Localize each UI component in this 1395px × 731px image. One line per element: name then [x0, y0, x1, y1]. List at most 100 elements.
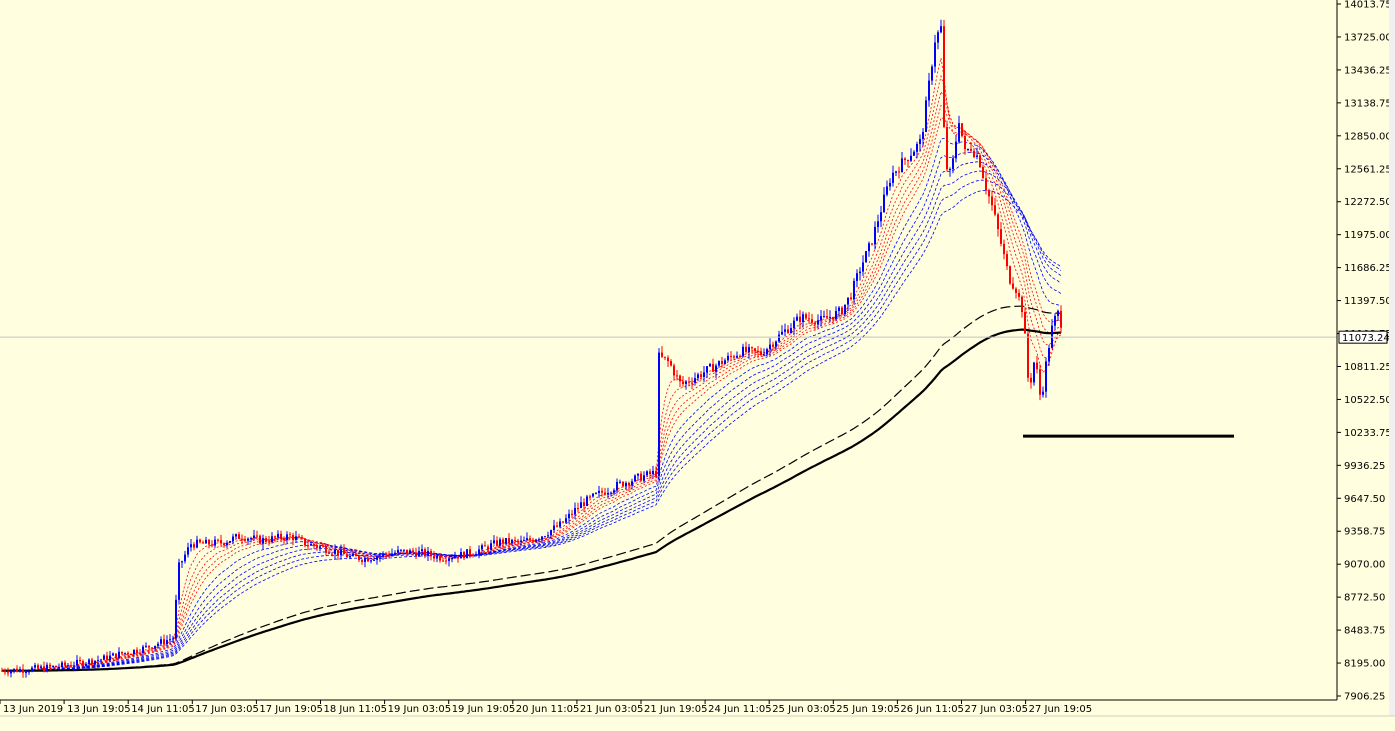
candle-body	[442, 560, 444, 562]
candle-body	[478, 549, 480, 555]
candle-body	[124, 652, 126, 654]
candle-body	[778, 334, 780, 342]
candle-body	[643, 475, 645, 481]
candle-body	[109, 655, 111, 661]
candle-body	[832, 316, 834, 320]
candle-body	[346, 554, 348, 558]
slow-moving-average-line	[2, 170, 1062, 672]
candle-body	[238, 534, 240, 539]
candle-body	[958, 123, 960, 142]
candle-body	[325, 546, 327, 553]
slow-moving-average-line	[1, 152, 1062, 672]
candle-body	[136, 649, 138, 653]
candle-body	[460, 552, 462, 559]
x-axis-tick-label: 27 Jun 03:05	[965, 704, 1029, 715]
candle-body	[139, 652, 141, 654]
candle-body	[169, 639, 171, 641]
candle-body	[10, 670, 12, 674]
candle-body	[298, 536, 300, 538]
slow-moving-average-line	[1, 137, 1062, 672]
candle-body	[256, 535, 258, 537]
candle-body	[1033, 362, 1035, 383]
candle-body	[655, 470, 657, 476]
candle-body	[673, 365, 675, 376]
candle-body	[118, 651, 120, 659]
candle-body	[766, 349, 768, 355]
candle-body	[253, 535, 255, 539]
candle-body	[412, 550, 414, 553]
candle-body	[385, 553, 387, 555]
candle-body	[151, 647, 153, 649]
candle-body	[670, 361, 672, 366]
candle-body	[547, 535, 549, 537]
candle-body	[622, 481, 624, 487]
candle-body	[1030, 377, 1032, 383]
candle-body	[802, 314, 804, 323]
candle-body	[925, 100, 927, 132]
candle-body	[454, 556, 456, 559]
candle-body	[871, 243, 873, 245]
candle-body	[352, 553, 354, 556]
candle-body	[244, 539, 246, 541]
candle-body	[706, 366, 708, 373]
candle-body	[898, 171, 900, 173]
candle-body	[520, 540, 522, 542]
candle-body	[1027, 333, 1029, 378]
candle-body	[532, 539, 534, 542]
y-axis-tick-label: 8195.00	[1344, 659, 1385, 670]
candle-body	[784, 329, 786, 332]
candle-body	[811, 319, 813, 323]
candle-body	[13, 668, 15, 671]
candle-body	[1021, 296, 1023, 313]
candle-body	[883, 194, 885, 213]
candle-body	[85, 663, 87, 666]
candle-body	[529, 538, 531, 540]
candle-body	[382, 553, 384, 556]
y-axis-tick-label: 8483.75	[1344, 626, 1385, 637]
candle-body	[28, 671, 30, 673]
candle-body	[445, 560, 447, 562]
y-axis-tick-label: 10233.75	[1344, 428, 1392, 439]
candle-body	[295, 536, 297, 540]
candle-body	[961, 123, 963, 137]
candle-body	[493, 540, 495, 544]
candle-body	[271, 536, 273, 543]
candle-body	[25, 672, 27, 674]
candle-body	[694, 378, 696, 383]
y-axis-tick-label: 9936.25	[1344, 461, 1385, 472]
candle-body	[364, 558, 366, 562]
candle-body	[985, 178, 987, 191]
candle-body	[919, 139, 921, 144]
y-axis-tick-label: 13436.25	[1344, 65, 1392, 76]
candle-body	[517, 540, 519, 542]
candle-body	[79, 659, 81, 662]
candle-body	[247, 538, 249, 541]
right-scroll-area[interactable]	[1389, 0, 1395, 731]
candle-body	[214, 539, 216, 546]
candle-body	[556, 525, 558, 527]
candle-body	[994, 205, 996, 215]
candle-body	[952, 158, 954, 169]
candle-body	[805, 314, 807, 319]
candle-body	[664, 356, 666, 358]
candle-body	[553, 525, 555, 531]
candle-body	[769, 344, 771, 350]
candle-body	[469, 549, 471, 555]
candle-body	[913, 151, 915, 156]
candle-body	[55, 665, 57, 668]
candle-body	[841, 307, 843, 315]
candle-body	[1006, 254, 1008, 267]
candle-body	[127, 652, 129, 655]
candle-body	[397, 549, 399, 553]
candle-body	[310, 543, 312, 546]
candle-body	[628, 482, 630, 486]
candle-body	[514, 539, 516, 541]
candle-body	[424, 549, 426, 556]
candle-body	[637, 473, 639, 476]
candle-body	[4, 670, 6, 673]
candle-body	[283, 538, 285, 541]
candle-body	[502, 539, 504, 544]
candle-body	[187, 547, 189, 555]
